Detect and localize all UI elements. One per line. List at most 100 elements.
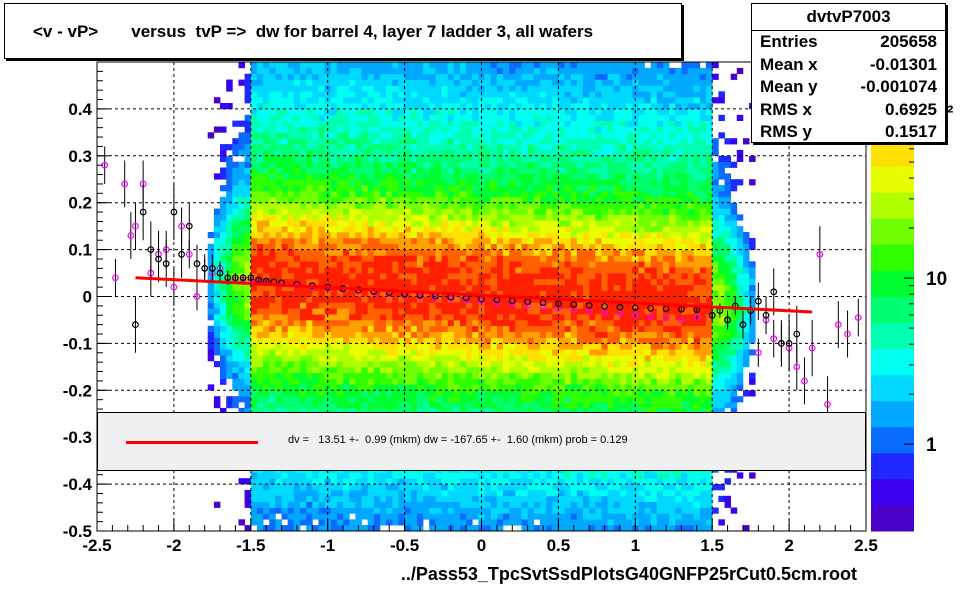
heatmap-cell (404, 62, 412, 69)
heatmap-cell (564, 302, 572, 309)
heatmap-cell (226, 144, 233, 151)
heatmap-cell (416, 220, 424, 227)
heatmap-cell (380, 384, 387, 391)
heatmap-cell (503, 103, 510, 110)
heatmap-cell (595, 513, 602, 520)
heatmap-cell (558, 478, 565, 485)
heatmap-cell (521, 507, 528, 514)
heatmap-cell (601, 73, 608, 80)
heatmap-cell (373, 267, 381, 274)
heatmap-cell (496, 278, 504, 286)
heatmap-cell (441, 91, 448, 98)
heatmap-cell (539, 490, 547, 497)
heatmap-cell (250, 155, 258, 162)
heatmap-cell (558, 161, 565, 168)
heatmap-cell (416, 202, 424, 209)
heatmap-cell (429, 378, 436, 385)
heatmap-cell (478, 507, 485, 514)
heatmap-cell (410, 132, 418, 139)
heatmap-cell (589, 396, 596, 403)
heatmap-cell (263, 302, 270, 309)
heatmap-cell (226, 85, 233, 92)
heatmap-cell (232, 202, 239, 209)
heatmap-cell (478, 278, 485, 286)
heatmap-cell (423, 132, 430, 139)
heatmap-cell (367, 513, 375, 520)
heatmap-cell (472, 355, 479, 362)
heatmap-cell (336, 361, 344, 368)
heatmap-cell (601, 179, 608, 186)
heatmap-cell (336, 366, 344, 373)
heatmap-cell (257, 402, 264, 409)
heatmap-cell (275, 144, 282, 151)
heatmap-cell (380, 267, 387, 274)
heatmap-cell (269, 120, 276, 127)
heatmap-cell (281, 114, 289, 121)
heatmap-cell (367, 390, 375, 397)
heatmap-cell (318, 79, 325, 86)
heatmap-cell (392, 308, 399, 315)
heatmap-cell (373, 396, 381, 403)
heatmap-cell (509, 173, 516, 180)
heatmap-cell (269, 472, 276, 479)
heatmap-cell (416, 73, 424, 80)
heatmap-cell (472, 284, 479, 291)
heatmap-cell (257, 161, 264, 168)
heatmap-cell (343, 220, 350, 227)
heatmap-cell (521, 243, 528, 250)
heatmap-cell (460, 114, 467, 121)
heatmap-cell (423, 319, 430, 327)
heatmap-cell (318, 226, 325, 233)
heatmap-cell (509, 243, 516, 250)
heatmap-cell (472, 384, 479, 391)
heatmap-cell (398, 325, 405, 332)
heatmap-cell (373, 308, 381, 315)
heatmap-cell (281, 396, 289, 403)
heatmap-cell (460, 525, 467, 532)
heatmap-cell (509, 214, 516, 221)
heatmap-cell (343, 337, 350, 344)
heatmap-cell (601, 103, 608, 110)
heatmap-cell (576, 91, 584, 98)
heatmap-cell (238, 255, 245, 262)
heatmap-cell (392, 267, 399, 274)
heatmap-cell (244, 214, 252, 221)
heatmap-cell (564, 472, 572, 479)
heatmap-cell (330, 62, 338, 69)
heatmap-cell (306, 114, 313, 121)
heatmap-cell (343, 472, 350, 479)
heatmap-cell (490, 144, 498, 151)
heatmap-cell (423, 208, 430, 215)
heatmap-cell (410, 79, 418, 86)
heatmap-cell (392, 278, 399, 286)
heatmap-cell (257, 273, 264, 280)
heatmap-cell (343, 226, 350, 233)
heatmap-cell (546, 507, 553, 514)
heatmap-cell (515, 185, 522, 192)
heatmap-cell (318, 325, 325, 332)
heatmap-cell (496, 167, 504, 174)
heatmap-cell (509, 185, 516, 192)
heatmap-cell (349, 108, 356, 116)
heatmap-cell (570, 478, 578, 485)
heatmap-cell (361, 91, 368, 98)
heatmap-cell (441, 191, 448, 198)
heatmap-cell (490, 108, 498, 116)
heatmap-cell (601, 278, 608, 286)
heatmap-cell (281, 501, 289, 508)
heatmap-cell (607, 402, 615, 409)
heatmap-cell (269, 519, 276, 526)
heatmap-cell (392, 402, 399, 409)
heatmap-cell (410, 290, 418, 297)
heatmap-cell (441, 167, 448, 174)
heatmap-cell (373, 173, 381, 180)
heatmap-cell (312, 396, 319, 403)
heatmap-cell (527, 149, 535, 157)
heatmap-cell (287, 261, 295, 268)
heatmap-cell (429, 62, 436, 69)
heatmap-cell (503, 161, 510, 168)
heatmap-cell (392, 132, 399, 139)
heatmap-cell (435, 390, 442, 397)
heatmap-cell (220, 361, 227, 368)
heatmap-cell (558, 114, 565, 121)
